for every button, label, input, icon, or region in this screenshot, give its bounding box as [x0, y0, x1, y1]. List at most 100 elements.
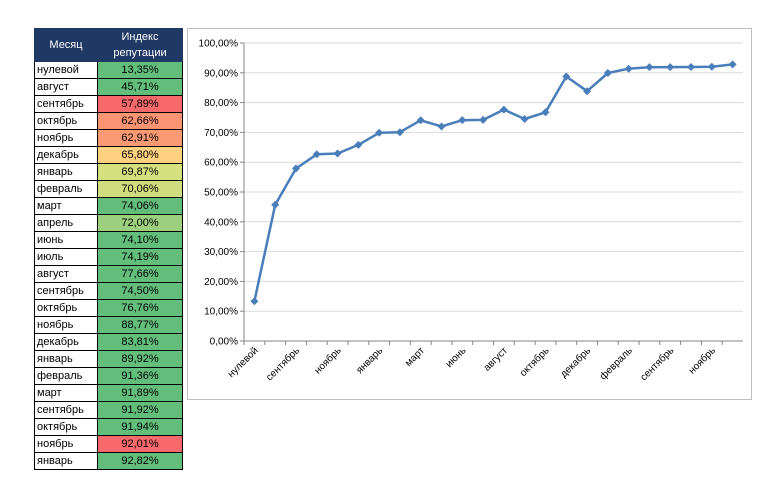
- index-cell: 57,89%: [97, 95, 183, 113]
- x-tick-label: сентябрь: [638, 345, 677, 384]
- chart-area: 0,00% 10,00% 20,00% 30,00% 40,00% 50,00% 60,00…: [187, 28, 752, 400]
- y-tick-label: 100,00%: [199, 39, 239, 50]
- index-cell: 62,66%: [97, 112, 183, 130]
- table-row: октябрь 91,94%: [34, 418, 183, 436]
- table-row: нулевой 13,35%: [34, 61, 183, 79]
- month-cell: январь: [34, 452, 98, 470]
- index-cell: 69,87%: [97, 163, 183, 181]
- index-cell: 91,94%: [97, 418, 183, 436]
- month-cell: октябрь: [34, 418, 98, 436]
- data-point: [728, 60, 737, 69]
- data-point: [603, 69, 612, 78]
- data-point: [291, 164, 300, 173]
- y-tick-label: 80,00%: [204, 98, 238, 109]
- y-tick-label: 60,00%: [204, 158, 238, 169]
- y-tick-label: 20,00%: [204, 277, 238, 288]
- x-tick-label: октябрь: [517, 345, 551, 379]
- line-chart: 0,00% 10,00% 20,00% 30,00% 40,00% 50,00% 60,00…: [199, 39, 743, 384]
- table-row: март 91,89%: [34, 384, 183, 402]
- data-point: [250, 297, 259, 306]
- data-point: [416, 116, 425, 125]
- index-cell: 65,80%: [97, 146, 183, 164]
- table-row: август 77,66%: [34, 265, 183, 283]
- index-cell: 76,76%: [97, 299, 183, 317]
- month-cell: декабрь: [34, 146, 98, 164]
- month-cell: ноябрь: [34, 435, 98, 453]
- month-cell: август: [34, 78, 98, 96]
- table-row: июнь 74,10%: [34, 231, 183, 249]
- month-cell: нулевой: [34, 61, 98, 79]
- data-point: [624, 64, 633, 73]
- month-cell: август: [34, 265, 98, 283]
- month-cell: сентябрь: [34, 282, 98, 300]
- index-cell: 70,06%: [97, 180, 183, 198]
- data-point: [479, 115, 488, 124]
- month-cell: октябрь: [34, 112, 98, 130]
- table-row: ноябрь 88,77%: [34, 316, 183, 334]
- y-tick-label: 10,00%: [204, 307, 238, 318]
- table-row: сентябрь 91,92%: [34, 401, 183, 419]
- table-row: декабрь 65,80%: [34, 146, 183, 164]
- table-row: сентябрь 57,89%: [34, 95, 183, 113]
- table-row: январь 69,87%: [34, 163, 183, 181]
- table-row: октябрь 62,66%: [34, 112, 183, 130]
- month-cell: июль: [34, 248, 98, 266]
- table-row: февраль 91,36%: [34, 367, 183, 385]
- table-row: март 74,06%: [34, 197, 183, 215]
- table-row: октябрь 76,76%: [34, 299, 183, 317]
- data-point: [666, 63, 675, 72]
- month-cell: январь: [34, 163, 98, 181]
- month-cell: февраль: [34, 180, 98, 198]
- x-tick-label: ноябрь: [312, 345, 344, 377]
- x-tick-label: август: [482, 345, 511, 374]
- table-row: июль 74,19%: [34, 248, 183, 266]
- y-tick-label: 40,00%: [204, 217, 238, 228]
- x-tick-label: январь: [355, 345, 386, 376]
- x-tick-label: ноябрь: [686, 345, 718, 377]
- month-cell: ноябрь: [34, 316, 98, 334]
- month-cell: апрель: [34, 214, 98, 232]
- data-point: [499, 105, 508, 114]
- data-point: [354, 140, 363, 149]
- month-cell: ноябрь: [34, 129, 98, 147]
- data-point: [333, 149, 342, 158]
- y-tick-label: 30,00%: [204, 247, 238, 258]
- index-cell: 88,77%: [97, 316, 183, 334]
- index-cell: 74,19%: [97, 248, 183, 266]
- month-cell: сентябрь: [34, 401, 98, 419]
- data-point: [375, 128, 384, 137]
- index-cell: 89,92%: [97, 350, 183, 368]
- header-index-line1: Индекс: [121, 31, 159, 43]
- table-row: ноябрь 62,91%: [34, 129, 183, 147]
- table-row: август 45,71%: [34, 78, 183, 96]
- index-cell: 74,50%: [97, 282, 183, 300]
- x-tick-label: февраль: [597, 345, 635, 383]
- data-point: [520, 114, 529, 123]
- table-row: сентябрь 74,50%: [34, 282, 183, 300]
- data-point: [271, 200, 280, 209]
- y-tick-label: 70,00%: [204, 128, 238, 139]
- month-cell: декабрь: [34, 333, 98, 351]
- index-cell: 62,91%: [97, 129, 183, 147]
- x-tick-label: июнь: [444, 345, 469, 370]
- index-cell: 77,66%: [97, 265, 183, 283]
- index-cell: 45,71%: [97, 78, 183, 96]
- index-cell: 74,06%: [97, 197, 183, 215]
- header-month: Месяц: [34, 28, 98, 62]
- x-tick-label: март: [403, 345, 427, 369]
- data-point: [458, 116, 467, 125]
- table-row: апрель 72,00%: [34, 214, 183, 232]
- month-cell: сентябрь: [34, 95, 98, 113]
- month-cell: октябрь: [34, 299, 98, 317]
- month-cell: март: [34, 197, 98, 215]
- data-point: [687, 63, 696, 72]
- reputation-table: Месяц Индекс репутации нулевой 13,35% авгу…: [34, 28, 183, 470]
- month-cell: июнь: [34, 231, 98, 249]
- table-row: ноябрь 92,01%: [34, 435, 183, 453]
- month-cell: февраль: [34, 367, 98, 385]
- x-tick-label: сентябрь: [264, 345, 303, 384]
- data-point: [395, 128, 404, 137]
- table-row: декабрь 83,81%: [34, 333, 183, 351]
- y-tick-label: 50,00%: [204, 188, 238, 199]
- month-cell: январь: [34, 350, 98, 368]
